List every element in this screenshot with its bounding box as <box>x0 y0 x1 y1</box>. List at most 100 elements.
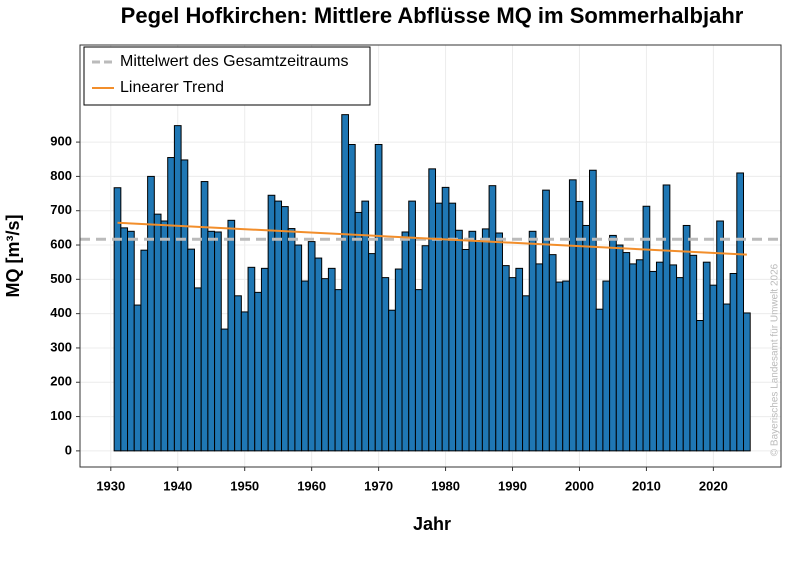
bar <box>321 278 329 452</box>
bar <box>662 184 671 452</box>
bar <box>307 241 316 452</box>
bar <box>327 267 336 452</box>
bar <box>562 280 570 452</box>
bar <box>247 266 256 452</box>
bar <box>501 265 510 452</box>
bar <box>147 175 155 452</box>
bar <box>167 157 175 452</box>
bar <box>528 230 537 452</box>
y-tick-label: 700 <box>50 202 72 217</box>
watermark: © Bayerisches Landesamt für Umwelt 2026 <box>770 263 781 456</box>
bar <box>153 213 162 452</box>
bar <box>702 261 711 452</box>
y-tick-label: 400 <box>50 305 72 320</box>
bar <box>441 186 450 452</box>
bar <box>682 224 691 452</box>
bar <box>655 261 664 452</box>
bar <box>254 291 262 452</box>
bar <box>341 114 349 452</box>
legend-label: Mittelwert des Gesamtzeitraums <box>120 53 349 70</box>
x-tick-label: 2000 <box>565 478 594 493</box>
bar <box>595 308 604 452</box>
bar <box>220 328 229 452</box>
y-axis-label: MQ [m³/s] <box>3 215 23 298</box>
bar <box>555 281 564 452</box>
bar <box>113 187 122 452</box>
bar <box>193 287 202 452</box>
bar <box>354 211 363 452</box>
bar <box>522 295 530 452</box>
y-tick-label: 300 <box>50 339 72 354</box>
bar <box>468 230 477 452</box>
bar <box>455 229 463 452</box>
bar <box>475 240 483 452</box>
x-tick-label: 1960 <box>297 478 326 493</box>
bar <box>602 280 611 452</box>
bar <box>542 189 550 452</box>
bar <box>334 289 343 452</box>
bar <box>515 267 524 452</box>
bar <box>120 227 129 452</box>
bar <box>173 125 182 452</box>
bar <box>294 244 303 452</box>
bar <box>589 169 597 452</box>
y-tick-label: 800 <box>50 168 72 183</box>
bar <box>615 244 624 452</box>
bar <box>394 268 403 452</box>
bar <box>381 277 390 452</box>
bar <box>200 181 209 452</box>
bar <box>642 205 651 452</box>
bar <box>133 304 142 452</box>
bar <box>180 159 189 452</box>
bar <box>414 289 423 452</box>
bar <box>635 259 644 452</box>
bar <box>481 228 490 452</box>
bar <box>689 254 698 452</box>
bar <box>743 312 751 452</box>
bar <box>709 284 718 452</box>
y-tick-label: 500 <box>50 271 72 286</box>
bar <box>287 228 296 452</box>
bar <box>160 220 169 452</box>
bar <box>267 194 276 452</box>
bar <box>260 267 269 452</box>
bar <box>428 168 437 452</box>
x-tick-label: 1950 <box>230 478 259 493</box>
bar <box>535 263 544 452</box>
y-tick-label: 100 <box>50 408 72 423</box>
bar <box>508 277 517 452</box>
bar <box>140 249 149 452</box>
bar <box>495 232 503 452</box>
x-tick-label: 1990 <box>498 478 527 493</box>
bar <box>214 231 222 452</box>
bar <box>374 143 383 452</box>
bar <box>207 230 216 452</box>
chart-title: Pegel Hofkirchen: Mittlere Abflüsse MQ i… <box>121 3 744 28</box>
bar <box>622 252 631 452</box>
bar <box>368 253 376 452</box>
plot-border <box>79 44 782 468</box>
bar <box>548 254 557 452</box>
bar <box>568 179 577 452</box>
legend-label: Linearer Trend <box>120 79 224 96</box>
bar <box>240 311 249 452</box>
x-axis-label: Jahr <box>413 514 451 534</box>
trend-line <box>117 221 747 256</box>
bar <box>582 224 591 452</box>
bar <box>676 277 684 452</box>
bar <box>649 270 657 452</box>
bar <box>716 220 724 452</box>
bar <box>234 295 242 452</box>
bar <box>301 280 309 452</box>
bar <box>388 309 396 452</box>
bar <box>629 263 637 452</box>
bar <box>421 245 430 452</box>
x-tick-label: 2010 <box>632 478 661 493</box>
bar <box>609 234 617 452</box>
y-tick-label: 200 <box>50 374 72 389</box>
bar <box>696 320 704 452</box>
y-tick-label: 900 <box>50 134 72 149</box>
y-tick-label: 0 <box>65 442 72 457</box>
x-tick-label: 1980 <box>431 478 460 493</box>
bar <box>227 219 236 452</box>
